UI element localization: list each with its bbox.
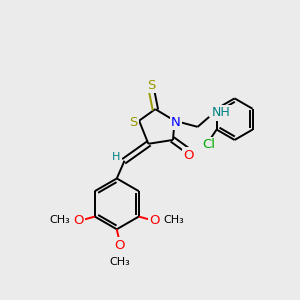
- Text: O: O: [150, 214, 160, 227]
- Text: H: H: [112, 152, 120, 162]
- Text: CH₃: CH₃: [164, 215, 184, 225]
- Text: O: O: [183, 149, 194, 162]
- Text: Cl: Cl: [202, 139, 215, 152]
- Text: CH₃: CH₃: [49, 215, 70, 225]
- Text: S: S: [130, 116, 138, 129]
- Text: NH: NH: [212, 106, 230, 119]
- Text: O: O: [74, 214, 84, 227]
- Text: S: S: [147, 79, 156, 92]
- Text: CH₃: CH₃: [110, 256, 130, 267]
- Text: N: N: [171, 116, 181, 129]
- Text: O: O: [115, 239, 125, 252]
